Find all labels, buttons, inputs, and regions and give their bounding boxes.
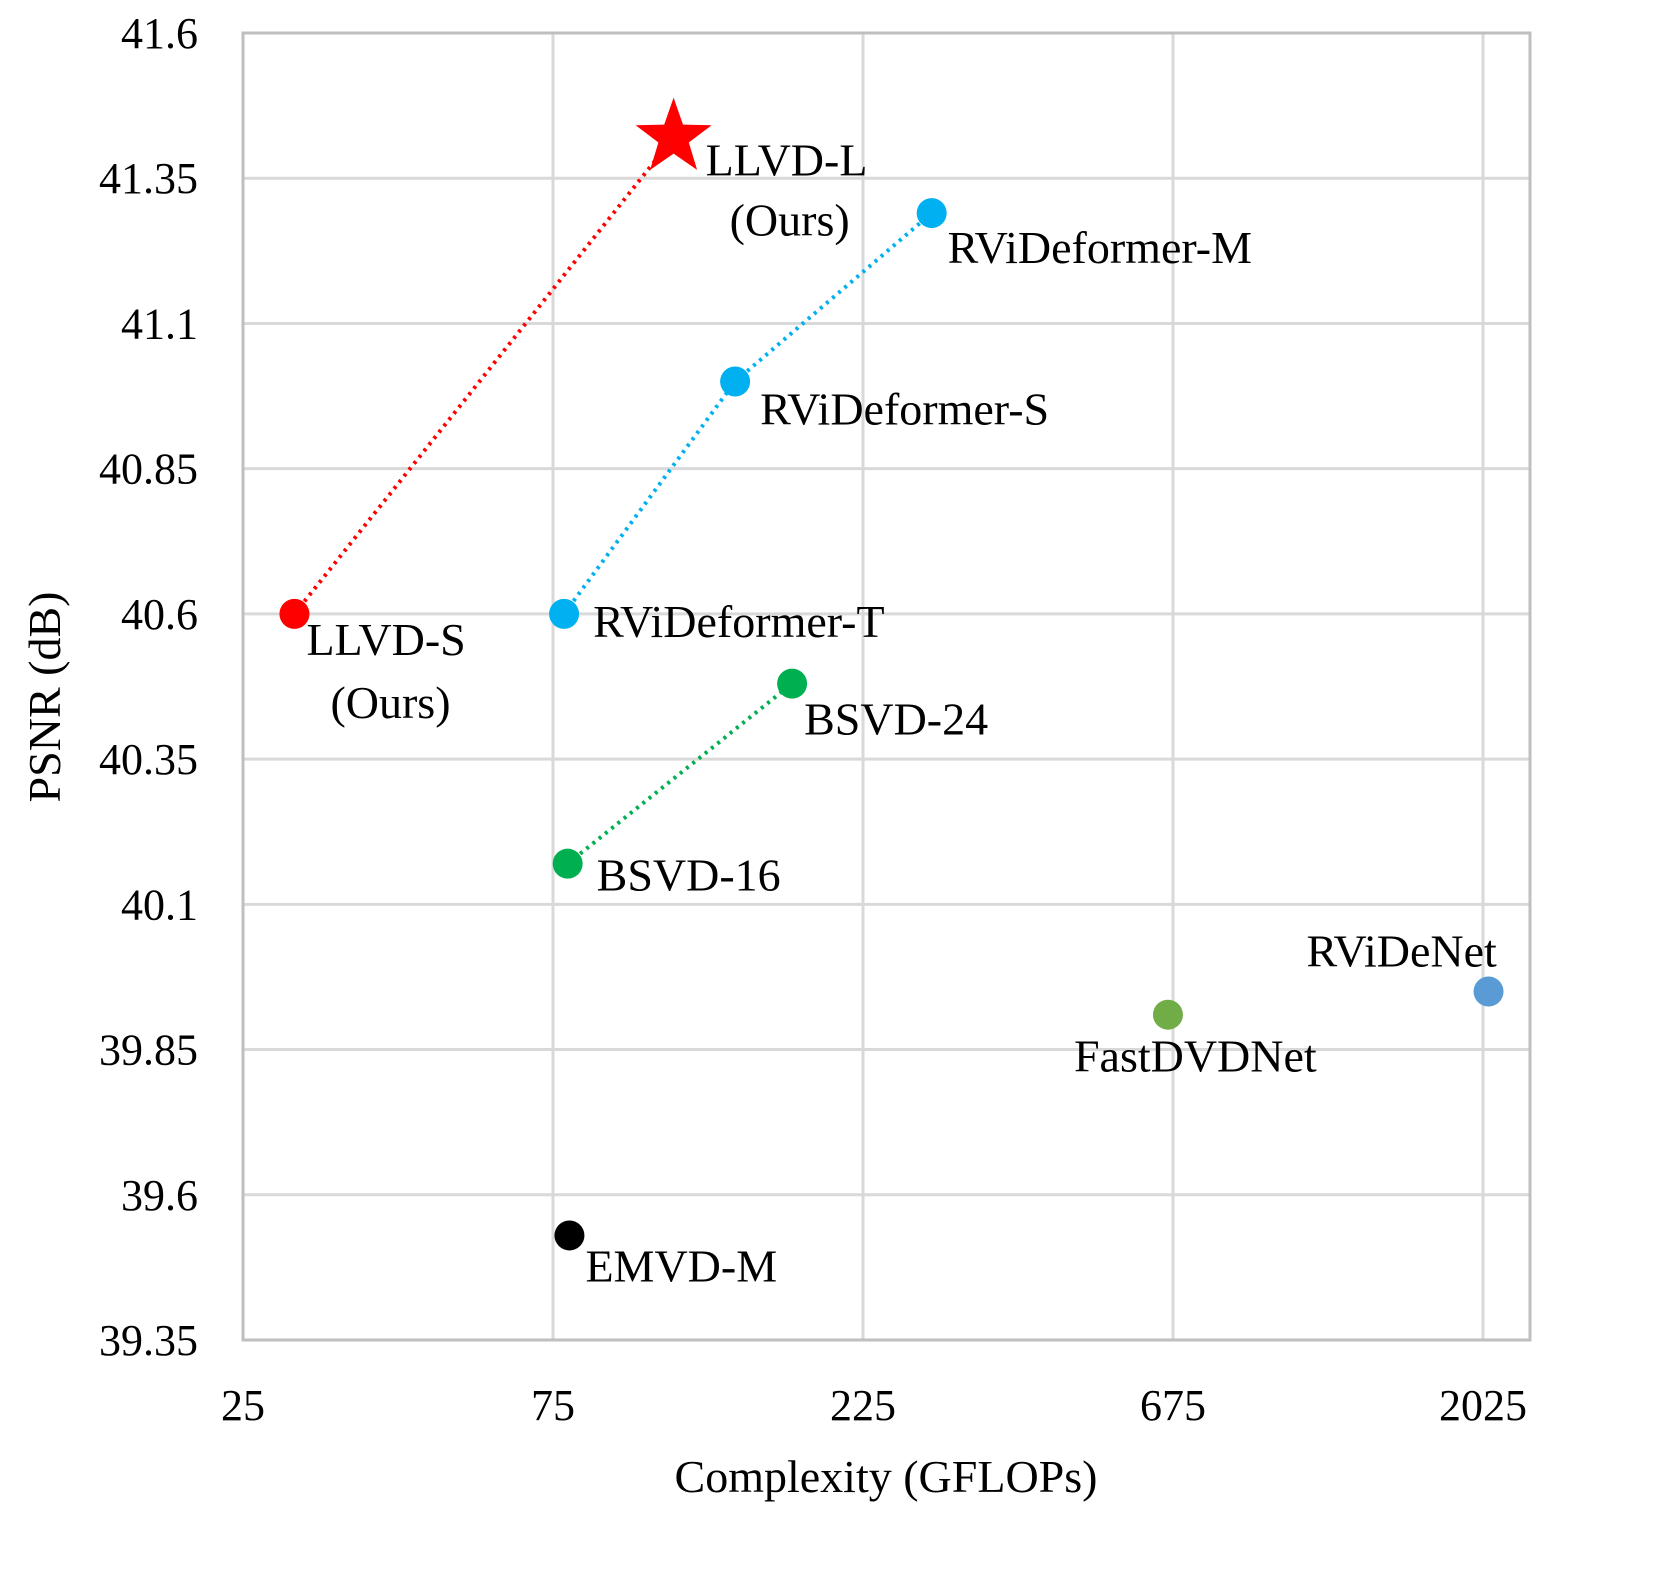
connection-line (733, 211, 933, 384)
point-rvideformer-s (720, 366, 751, 397)
label-llvd-s: LLVD-S (306, 614, 465, 665)
label-emvd-m: EMVD-M (585, 1240, 777, 1291)
y-tick-label: 39.85 (99, 1026, 198, 1075)
data-points (279, 97, 1504, 1251)
y-tick-label: 40.6 (121, 590, 198, 639)
x-tick-labels: 25 75 225 675 2025 (221, 1381, 1527, 1430)
label-bsvd-16: BSVD-16 (597, 850, 781, 901)
connection-line (292, 136, 676, 616)
point-rvideformer-t (549, 598, 580, 629)
y-tick-label: 39.6 (121, 1171, 198, 1220)
y-tick-label: 40.1 (121, 880, 198, 929)
label-rvideformer-t: RViDeformer-T (593, 596, 885, 647)
point-bsvd-24 (777, 668, 808, 699)
x-tick-label: 2025 (1439, 1381, 1527, 1430)
y-tick-label: 41.35 (99, 154, 198, 203)
connection-line (566, 682, 794, 866)
point-llvd-s (279, 598, 310, 629)
label-rvideformer-m: RViDeformer-M (948, 222, 1252, 273)
point-fastdvdnet (1152, 999, 1183, 1030)
point-llvd-l (635, 97, 712, 170)
label-llvd-l-ours: (Ours) (730, 195, 850, 246)
x-tick-label: 75 (531, 1381, 575, 1430)
y-tick-label: 40.85 (99, 445, 198, 494)
y-axis-title: PSNR (dB) (19, 592, 70, 803)
y-tick-label: 41.1 (121, 299, 198, 348)
y-tick-label: 40.35 (99, 735, 198, 784)
point-rvidenet (1473, 976, 1504, 1007)
y-tick-labels: 41.6 41.35 41.1 40.85 40.6 40.35 40.1 39.85 39.6… (99, 9, 198, 1365)
connection-lines (292, 136, 933, 866)
x-tick-label: 675 (1140, 1381, 1206, 1430)
connection-line (562, 380, 737, 616)
label-llvd-l: LLVD-L (706, 135, 868, 186)
x-tick-label: 25 (221, 1381, 265, 1430)
point-emvd-m (554, 1220, 585, 1251)
y-tick-label: 39.35 (99, 1316, 198, 1365)
label-fastdvdnet: FastDVDNet (1074, 1031, 1317, 1082)
point-labels: LLVD-L (Ours) RViDeformer-M RViDeformer-S RV… (306, 135, 1497, 1292)
label-rvidenet: RViDeNet (1307, 925, 1498, 976)
label-llvd-s-ours: (Ours) (330, 677, 450, 728)
label-rvideformer-s: RViDeformer-S (760, 384, 1049, 435)
plot-border (241, 31, 1532, 1342)
x-axis-title: Complexity (GFLOPs) (675, 1451, 1098, 1502)
y-tick-label: 41.6 (121, 9, 198, 58)
point-rvideformer-m (916, 198, 947, 229)
point-bsvd-16 (552, 848, 583, 879)
label-bsvd-24: BSVD-24 (804, 694, 988, 745)
x-tick-label: 225 (830, 1381, 896, 1430)
